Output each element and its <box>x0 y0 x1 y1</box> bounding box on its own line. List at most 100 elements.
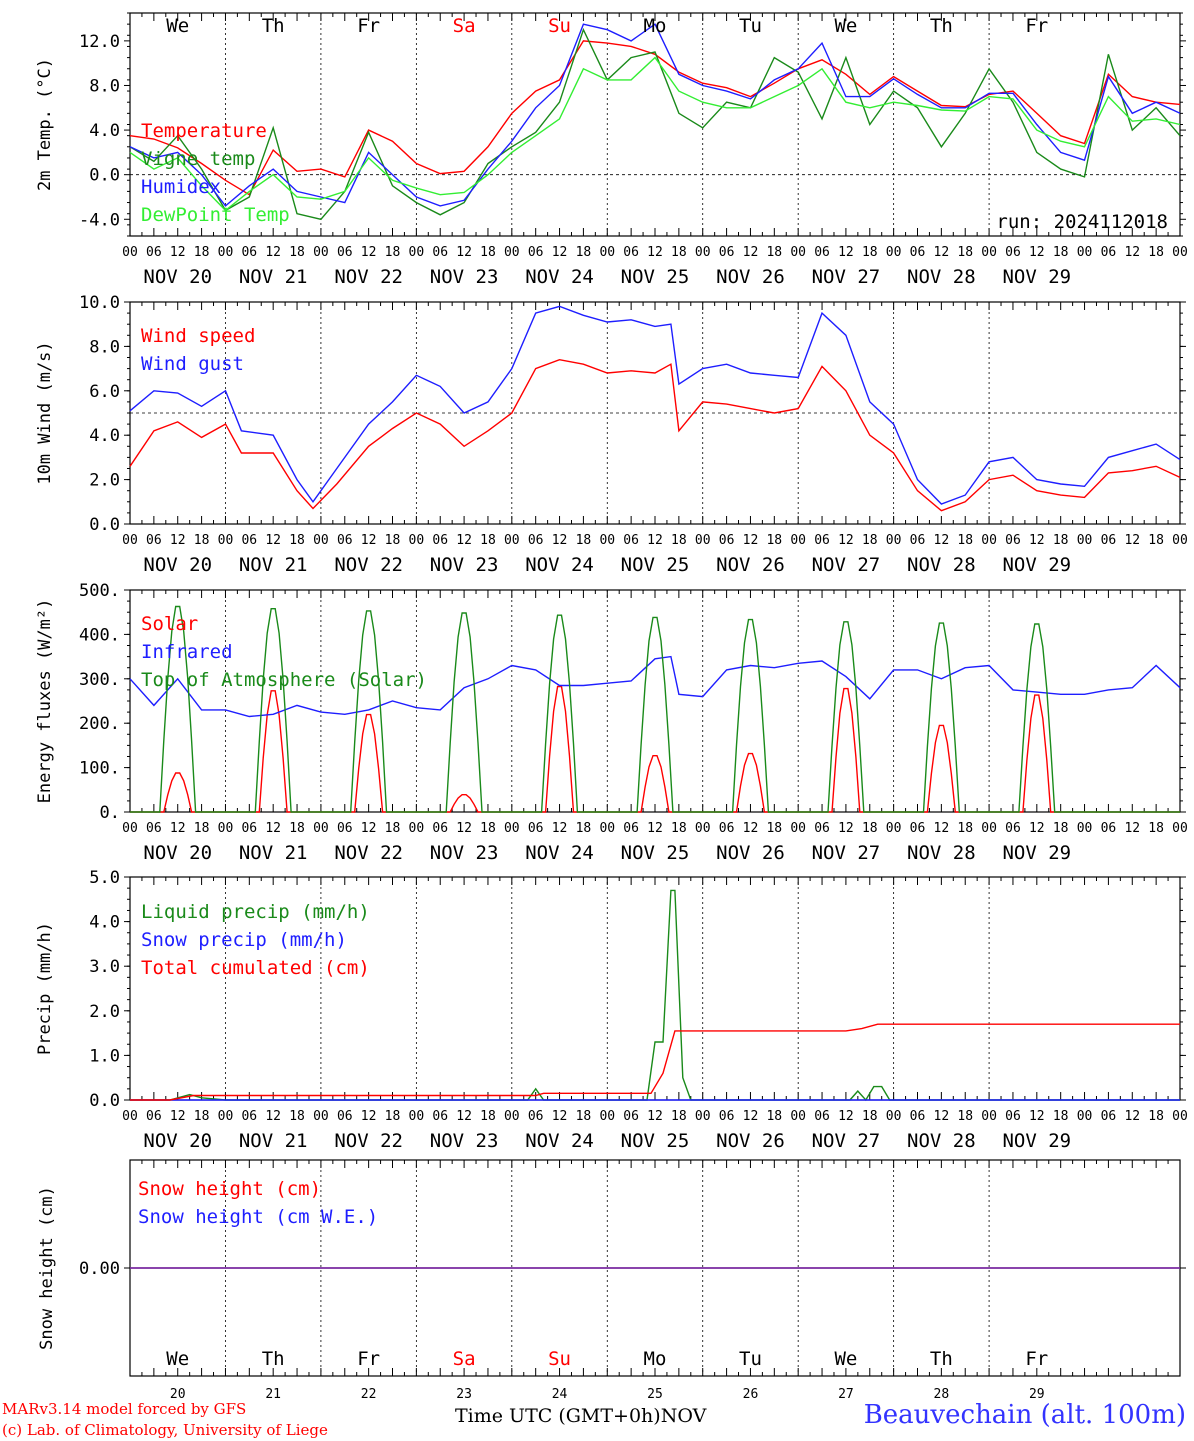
station-name: Beauvechain (alt. 100m) <box>863 1400 1186 1430</box>
y-axis-label: 10m Wind (m/s) <box>35 341 55 484</box>
hour-tick-label: 06 <box>146 821 162 836</box>
hour-tick-label: 06 <box>432 1109 448 1124</box>
day-label: NOV 26 <box>716 1130 785 1152</box>
hour-tick-label: 12 <box>1029 245 1045 260</box>
hour-tick-label: 12 <box>1124 1109 1140 1124</box>
model-credit: MARv3.14 model forced by GFS <box>2 1400 247 1418</box>
hour-tick-label: 06 <box>814 821 830 836</box>
hour-tick-label: 18 <box>1053 245 1069 260</box>
hour-tick-label: 00 <box>313 1109 329 1124</box>
hour-tick-label: 00 <box>122 1109 138 1124</box>
hour-tick-label: 18 <box>957 821 973 836</box>
hour-tick-label: 18 <box>576 533 592 548</box>
hour-tick-label: 06 <box>146 533 162 548</box>
y-tick-label: 3.0 <box>89 957 120 977</box>
hour-tick-label: 12 <box>934 821 950 836</box>
footer-credits: MARv3.14 model forced by GFS (c) Lab. of… <box>2 1399 328 1441</box>
hour-tick-label: 06 <box>1005 533 1021 548</box>
hour-tick-label: 00 <box>981 245 997 260</box>
hour-tick-label: 06 <box>814 1109 830 1124</box>
y-tick-label: 0.00 <box>79 1259 120 1279</box>
hour-tick-label: 06 <box>623 1109 639 1124</box>
day-number: 20 <box>170 1387 186 1402</box>
day-label: NOV 24 <box>525 554 594 576</box>
hour-tick-label: 00 <box>409 1109 425 1124</box>
day-label: NOV 25 <box>621 1130 690 1152</box>
hour-tick-label: 06 <box>910 821 926 836</box>
hour-tick-label: 00 <box>599 245 615 260</box>
series-line <box>129 23 1181 207</box>
day-label: NOV 27 <box>812 842 881 864</box>
hour-tick-label: 06 <box>337 821 353 836</box>
hour-tick-label: 18 <box>671 1109 687 1124</box>
legend-entry: Infrared <box>141 641 233 663</box>
hour-tick-label: 00 <box>313 245 329 260</box>
hour-tick-label: 18 <box>194 245 210 260</box>
hour-tick-label: 18 <box>1148 245 1164 260</box>
hour-tick-label: 06 <box>432 245 448 260</box>
day-number: 24 <box>552 1387 568 1402</box>
hour-tick-label: 18 <box>957 533 973 548</box>
hour-tick-label: 00 <box>122 533 138 548</box>
hour-tick-label: 12 <box>838 821 854 836</box>
day-label: NOV 26 <box>716 554 785 576</box>
hour-tick-label: 12 <box>361 533 377 548</box>
day-label: NOV 26 <box>716 842 785 864</box>
hour-tick-label: 18 <box>385 245 401 260</box>
hour-tick-label: 06 <box>910 245 926 260</box>
hour-tick-label: 00 <box>218 1109 234 1124</box>
hour-tick-label: 00 <box>886 821 902 836</box>
hour-tick-label: 06 <box>241 533 257 548</box>
hour-tick-label: 00 <box>313 821 329 836</box>
hour-tick-label: 12 <box>1029 1109 1045 1124</box>
weekday-label: Mo <box>644 1348 667 1370</box>
hour-tick-label: 12 <box>1124 821 1140 836</box>
hour-tick-label: 18 <box>480 245 496 260</box>
y-axis-label: 2m Temp. (°C) <box>35 58 55 191</box>
y-tick-label: 8.0 <box>89 76 120 96</box>
hour-tick-label: 00 <box>1077 533 1093 548</box>
day-label: NOV 25 <box>621 842 690 864</box>
y-tick-label: 2.0 <box>89 471 120 491</box>
hour-tick-label: 06 <box>432 533 448 548</box>
hour-tick-label: 06 <box>241 245 257 260</box>
day-label: NOV 20 <box>143 554 212 576</box>
hour-tick-label: 00 <box>886 533 902 548</box>
hour-tick-label: 18 <box>1053 533 1069 548</box>
legend-entry: Temperature <box>141 120 267 142</box>
day-label: NOV 29 <box>1002 1130 1071 1152</box>
hour-tick-label: 00 <box>886 1109 902 1124</box>
y-tick-label: 0.0 <box>89 166 120 186</box>
y-tick-label: -4.0 <box>79 210 120 230</box>
y-axis-label: Snow height (cm) <box>37 1186 57 1350</box>
hour-tick-label: 18 <box>1148 821 1164 836</box>
series-line <box>129 40 1181 196</box>
day-label: NOV 27 <box>812 554 881 576</box>
hour-tick-label: 18 <box>576 245 592 260</box>
y-axis-label: Energy fluxes (W/m²) <box>35 599 55 804</box>
hour-tick-label: 06 <box>910 533 926 548</box>
day-label: NOV 28 <box>907 266 976 288</box>
day-label: NOV 23 <box>430 266 499 288</box>
hour-tick-label: 00 <box>981 533 997 548</box>
day-number: 25 <box>647 1387 663 1402</box>
legend-entry: Top of Atmosphere (Solar) <box>141 669 427 691</box>
y-tick-label: 2.0 <box>89 1002 120 1022</box>
panel-1: -4.0 0.0 4.0 8.0 12.0 2m Temp. (°C) 00 06 12 18 00… <box>35 12 1188 288</box>
panel-5: 0.00 Snow height (cm) Snow height (cm) Snow… <box>37 1159 1186 1377</box>
legend-entry: Total cumulated (cm) <box>141 957 370 979</box>
hour-tick-label: 12 <box>743 1109 759 1124</box>
hour-tick-label: 06 <box>1005 821 1021 836</box>
hour-tick-label: 00 <box>504 821 520 836</box>
day-label: NOV 28 <box>907 842 976 864</box>
y-tick-label: 8.0 <box>89 337 120 357</box>
hour-tick-label: 06 <box>528 821 544 836</box>
hour-tick-label: 12 <box>170 1109 186 1124</box>
hour-tick-label: 00 <box>790 1109 806 1124</box>
legend-entry: Snow precip (mm/h) <box>141 929 347 951</box>
hour-tick-label: 18 <box>1148 1109 1164 1124</box>
day-number: 26 <box>743 1387 759 1402</box>
hour-tick-label: 18 <box>480 1109 496 1124</box>
month-label: NOV <box>660 1405 707 1427</box>
